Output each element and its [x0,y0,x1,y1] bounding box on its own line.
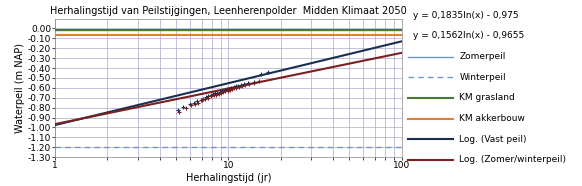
Y-axis label: Waterpeil (m NAP): Waterpeil (m NAP) [15,43,25,133]
Text: KM akkerbouw: KM akkerbouw [459,114,526,123]
Text: y = 0,1562ln(x) - 0,9655: y = 0,1562ln(x) - 0,9655 [413,31,524,40]
Title: Herhalingstijd van Peilstijgingen, Leenherenpolder  Midden Klimaat 2050: Herhalingstijd van Peilstijgingen, Leenh… [50,7,407,16]
X-axis label: Herhalingstijd (jr): Herhalingstijd (jr) [186,173,271,183]
Text: y = 0,1835ln(x) - 0,975: y = 0,1835ln(x) - 0,975 [413,11,519,20]
Text: Winterpeil: Winterpeil [459,73,506,82]
Text: Log. (Vast peil): Log. (Vast peil) [459,134,527,144]
Text: Zomerpeil: Zomerpeil [459,52,506,61]
Text: Log. (Zomer/winterpeil): Log. (Zomer/winterpeil) [459,155,566,164]
Text: KM grasland: KM grasland [459,94,515,102]
